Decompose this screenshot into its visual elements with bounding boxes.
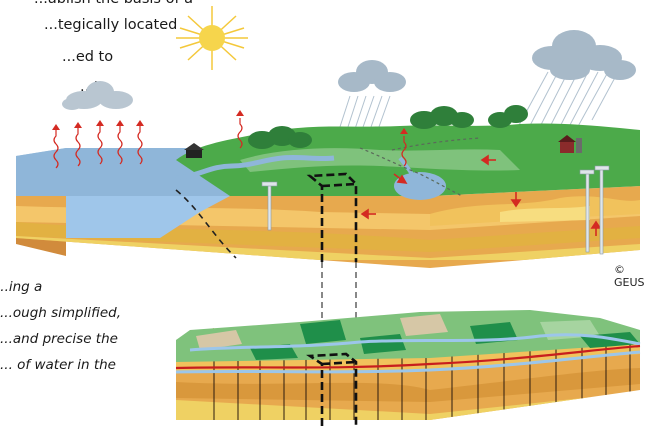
model-aquifer-line bbox=[175, 333, 641, 374]
lake bbox=[394, 172, 446, 200]
intro-line-3: ...ed to bbox=[62, 49, 114, 65]
well-icon bbox=[261, 165, 610, 255]
caption-line-2: ...ough simplified, bbox=[0, 305, 121, 321]
intro-line-2: ...tegically located bbox=[44, 17, 178, 33]
cloud-icon bbox=[62, 81, 133, 110]
house-icon bbox=[184, 143, 204, 158]
copyright-label: © GEUS bbox=[614, 263, 645, 289]
tree-icon bbox=[248, 105, 528, 149]
model-water-table-line bbox=[175, 344, 641, 370]
sun-icon bbox=[176, 6, 248, 70]
river bbox=[175, 154, 335, 181]
model-column-outline bbox=[306, 172, 358, 262]
caption-line-1: ...ing a bbox=[0, 279, 43, 295]
intro-line-1: ...ablish the basis of a bbox=[34, 0, 193, 10]
farm-icon bbox=[558, 135, 582, 153]
flow-arrow-icon bbox=[360, 154, 602, 236]
caption-line-4: ... of water in the bbox=[0, 357, 116, 373]
caption-line-3: ...and precise the bbox=[0, 331, 118, 347]
evaporation-arrow-icon bbox=[53, 118, 407, 169]
